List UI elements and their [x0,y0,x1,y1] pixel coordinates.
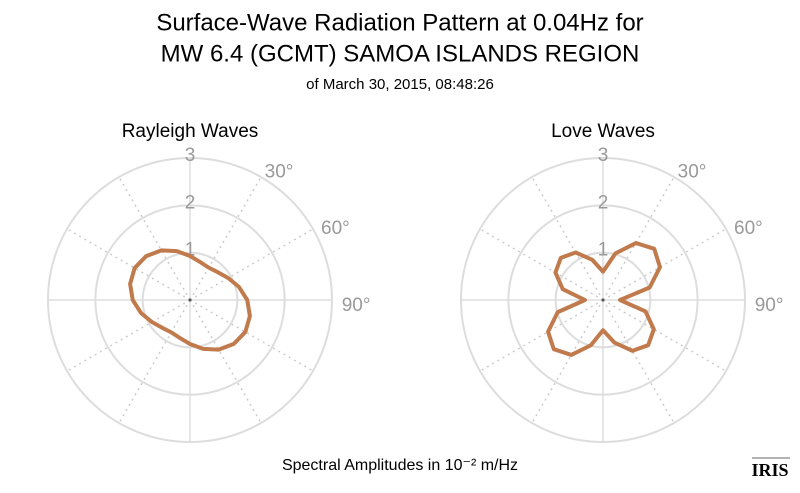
x-axis-label: Spectral Amplitudes in 10⁻² m/Hz [282,457,518,474]
r-tick-label: 3 [598,145,609,166]
theta-grid [531,299,604,424]
pattern-line [128,248,252,352]
theta-grid [531,176,604,301]
title-line: MW 6.4 (GCMT) SAMOA ISLANDS REGION [161,40,640,67]
center-dot [188,298,192,302]
theta-tick-label: 90° [755,295,784,316]
theta-grid [66,299,191,372]
theta-grid [479,228,604,301]
r-tick-label: 1 [598,240,609,261]
theta-tick-label: 60° [321,218,350,239]
theta-grid [118,299,191,424]
theta-grid [602,176,675,301]
theta-grid [602,299,727,372]
center-dot [601,298,605,302]
r-grid [507,204,699,396]
theta-grid [189,228,314,301]
r-grid [554,251,652,349]
title-line: Surface-Wave Radiation Pattern at 0.04Hz… [156,9,643,36]
theta-grid [189,299,314,372]
r-tick-label: 3 [185,145,196,166]
pattern-line [546,241,662,357]
theta-grid [189,176,262,301]
theta-tick-label: 30° [678,162,707,183]
r-tick-label: 2 [598,192,609,213]
r-grid [460,157,746,443]
r-tick-label: 2 [185,192,196,213]
r-grid [47,157,333,443]
theta-grid [479,299,604,372]
theta-tick-label: 30° [265,162,294,183]
theta-tick-label: 60° [734,218,763,239]
theta-grid [602,299,675,424]
subplot-title: Love Waves [551,121,655,142]
r-grid [141,251,239,349]
subplot-title: Rayleigh Waves [122,121,259,142]
r-grid [94,204,286,396]
subtitle: of March 30, 2015, 08:48:26 [306,76,494,93]
r-tick-label: 1 [185,240,196,261]
theta-tick-label: 90° [342,295,371,316]
logo: IRIS [751,460,788,480]
theta-grid [602,228,727,301]
theta-grid [66,228,191,301]
